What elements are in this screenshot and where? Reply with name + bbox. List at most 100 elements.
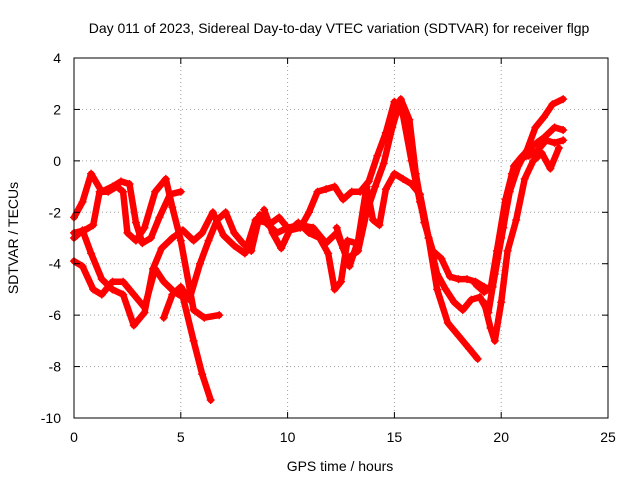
- data-point-marker: [490, 336, 499, 345]
- y-tick-label: -8: [49, 359, 62, 375]
- data-point-marker: [129, 290, 138, 299]
- data-point-marker: [463, 275, 472, 284]
- series-pass-h: [260, 205, 360, 294]
- data-point-marker: [189, 336, 198, 345]
- x-tick-label: 5: [177, 429, 185, 445]
- data-point-marker: [471, 280, 480, 289]
- data-point-marker: [475, 293, 484, 302]
- data-point-marker: [550, 123, 559, 132]
- data-point-marker: [125, 180, 134, 188]
- data-point-marker: [304, 228, 313, 237]
- data-point-marker: [168, 234, 177, 242]
- data-point-marker: [505, 187, 514, 196]
- data-point-marker: [176, 187, 185, 196]
- data-point-marker: [398, 174, 407, 183]
- y-tick-label: 4: [53, 50, 61, 66]
- data-point-marker: [285, 226, 294, 235]
- data-point-marker: [178, 226, 187, 235]
- data-point-marker: [343, 236, 352, 245]
- data-point-marker: [309, 223, 318, 232]
- data-point-marker: [514, 162, 523, 170]
- data-point-marker: [433, 270, 442, 278]
- data-point-marker: [546, 164, 555, 173]
- data-point-marker: [168, 203, 177, 212]
- data-point-marker: [78, 262, 87, 271]
- y-tick-label: 2: [53, 101, 61, 117]
- data-point-marker: [119, 277, 128, 286]
- data-point-marker: [176, 282, 185, 291]
- data-point-marker: [454, 275, 463, 284]
- plot-frame: [73, 57, 609, 419]
- data-point-marker: [407, 156, 416, 165]
- y-tick-label: -6: [49, 307, 62, 323]
- data-point-marker: [371, 182, 380, 191]
- series-pass-a: [70, 169, 185, 248]
- data-point-marker: [488, 282, 497, 291]
- data-point-marker: [277, 244, 286, 253]
- data-point-marker: [351, 239, 360, 248]
- data-point-marker: [200, 313, 209, 322]
- data-point-marker: [433, 285, 442, 294]
- data-point-marker: [390, 169, 399, 178]
- data-point-marker: [198, 370, 207, 379]
- data-point-marker: [339, 195, 348, 204]
- data-point-marker: [159, 277, 168, 286]
- data-point-marker: [313, 187, 322, 196]
- data-point-marker: [119, 187, 128, 196]
- data-point-marker: [369, 216, 378, 224]
- data-point-marker: [97, 275, 106, 284]
- series-pass-i: [480, 144, 563, 345]
- data-point-marker: [87, 169, 96, 178]
- data-point-marker: [131, 236, 140, 245]
- data-point-marker: [304, 208, 313, 217]
- data-point-marker: [230, 228, 239, 237]
- data-point-marker: [550, 138, 559, 147]
- data-point-marker: [445, 272, 454, 281]
- data-point-marker: [108, 277, 117, 286]
- series-layer: [70, 95, 568, 404]
- data-point-marker: [454, 331, 463, 340]
- data-point-marker: [520, 174, 529, 183]
- data-point-marker: [230, 241, 239, 250]
- data-point-marker: [89, 285, 98, 294]
- y-tick-label: -2: [49, 204, 62, 220]
- data-point-marker: [247, 246, 256, 255]
- data-point-marker: [196, 259, 205, 268]
- data-point-marker: [559, 136, 568, 145]
- data-point-marker: [275, 213, 284, 222]
- data-point-marker: [185, 295, 194, 304]
- data-point-marker: [138, 239, 147, 248]
- data-point-marker: [529, 156, 538, 165]
- y-axis-label: SDTVAR / TECUs: [5, 182, 21, 294]
- x-axis-label: GPS time / hours: [287, 458, 394, 474]
- series-trace: [260, 206, 360, 293]
- data-point-marker: [140, 223, 149, 232]
- series-pass-g: [471, 95, 568, 296]
- data-point-marker: [78, 226, 87, 235]
- data-point-marker: [332, 223, 341, 232]
- x-tick-label: 10: [280, 429, 296, 445]
- data-point-marker: [219, 231, 228, 240]
- data-point-marker: [467, 295, 476, 304]
- data-point-marker: [437, 254, 446, 263]
- data-point-marker: [531, 123, 540, 132]
- data-point-marker: [347, 187, 356, 196]
- data-point-marker: [480, 298, 489, 307]
- data-point-marker: [512, 216, 521, 224]
- y-tick-label: 0: [53, 153, 61, 169]
- data-point-marker: [522, 146, 531, 155]
- data-point-marker: [390, 97, 399, 106]
- data-point-marker: [116, 177, 125, 186]
- data-point-marker: [443, 318, 452, 327]
- x-tick-label: 25: [600, 429, 616, 445]
- series-pass-e: [159, 97, 482, 363]
- data-point-marker: [539, 113, 548, 122]
- chart-title: Day 011 of 2023, Sidereal Day-to-day VTE…: [89, 20, 590, 36]
- data-point-marker: [238, 239, 247, 248]
- data-point-marker: [97, 290, 106, 299]
- data-point-marker: [503, 246, 512, 255]
- data-point-marker: [204, 236, 213, 245]
- data-point-marker: [537, 149, 546, 158]
- data-point-marker: [450, 298, 459, 307]
